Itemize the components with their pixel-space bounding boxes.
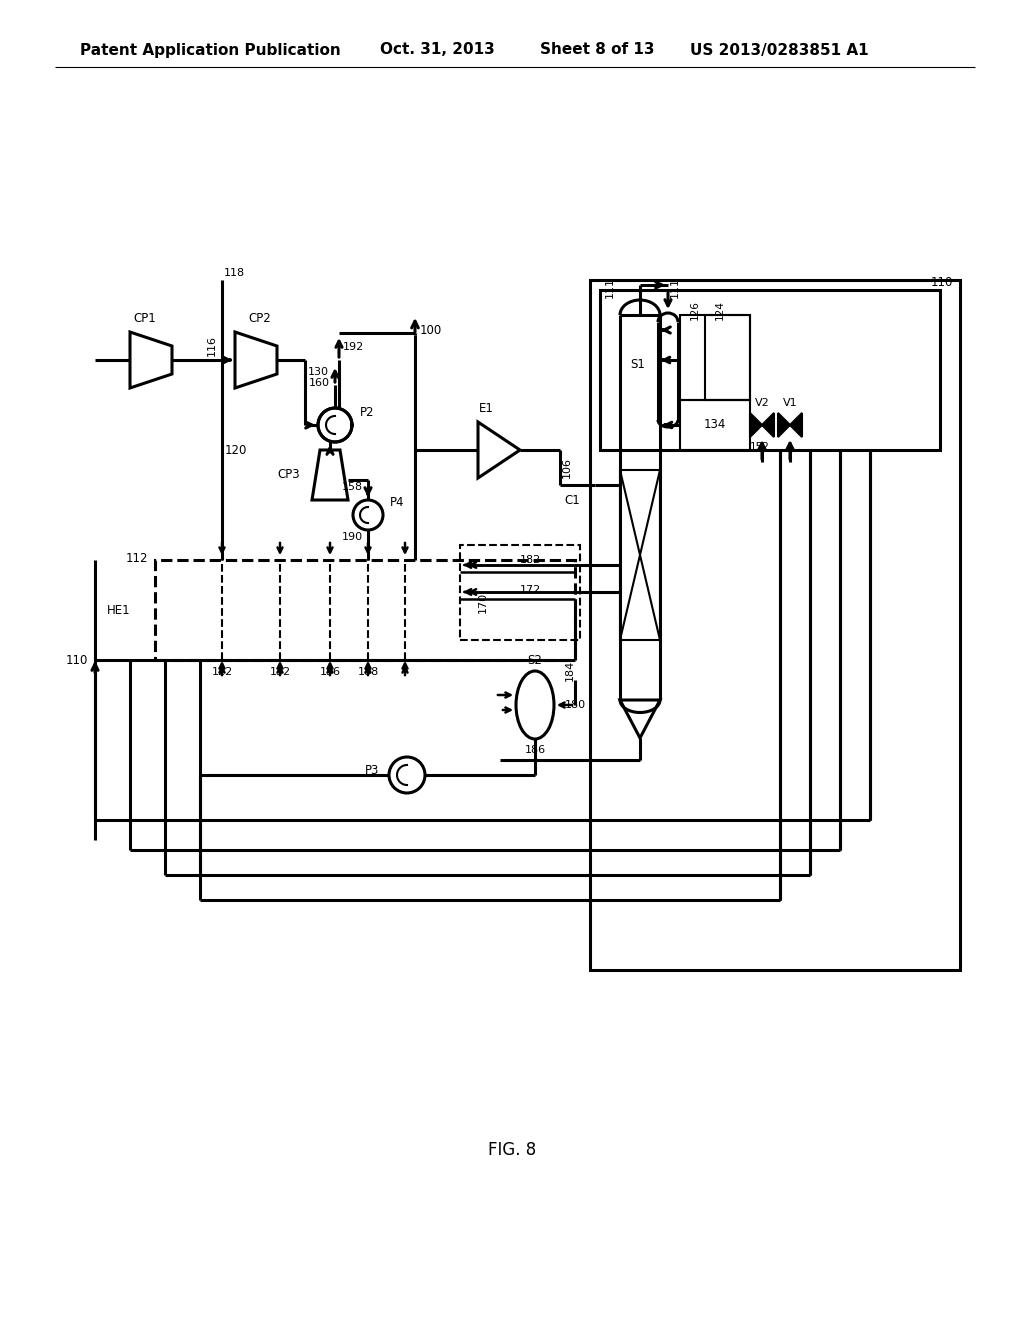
Text: 118: 118 bbox=[224, 268, 245, 279]
Text: 186: 186 bbox=[524, 744, 546, 755]
Text: E1: E1 bbox=[478, 401, 494, 414]
Text: P4: P4 bbox=[390, 496, 404, 510]
Text: 156: 156 bbox=[319, 667, 341, 677]
Text: 184: 184 bbox=[565, 660, 575, 681]
Text: 190: 190 bbox=[342, 532, 362, 543]
Text: S1: S1 bbox=[630, 359, 645, 371]
Bar bbox=[705, 315, 750, 400]
Text: HE1: HE1 bbox=[106, 603, 130, 616]
Text: 170: 170 bbox=[478, 591, 488, 612]
Text: 100: 100 bbox=[420, 323, 442, 337]
Text: CP1: CP1 bbox=[133, 312, 157, 325]
Text: 160: 160 bbox=[309, 378, 330, 388]
Text: V1: V1 bbox=[782, 399, 798, 408]
Text: 172: 172 bbox=[520, 585, 542, 595]
Text: 188: 188 bbox=[357, 667, 379, 677]
Text: V2: V2 bbox=[755, 399, 769, 408]
Text: 111: 111 bbox=[605, 277, 615, 298]
Bar bbox=[590, 280, 961, 970]
Bar bbox=[155, 560, 575, 660]
Bar bbox=[680, 400, 750, 450]
Polygon shape bbox=[778, 413, 790, 437]
Text: C1: C1 bbox=[564, 494, 580, 507]
Text: 116: 116 bbox=[207, 334, 217, 355]
Text: 120: 120 bbox=[225, 444, 248, 457]
Text: 182: 182 bbox=[520, 554, 542, 565]
Text: 132: 132 bbox=[269, 667, 291, 677]
Text: 111: 111 bbox=[670, 277, 680, 298]
Bar bbox=[680, 315, 750, 400]
Polygon shape bbox=[790, 413, 802, 437]
Text: S2: S2 bbox=[527, 653, 543, 667]
Text: 152: 152 bbox=[750, 442, 770, 451]
Text: 158: 158 bbox=[342, 482, 362, 492]
Bar bbox=[620, 470, 660, 640]
Text: P3: P3 bbox=[365, 764, 379, 777]
Text: 126: 126 bbox=[690, 300, 700, 319]
Bar bbox=[600, 290, 940, 450]
Text: 110: 110 bbox=[931, 276, 953, 289]
Text: 130: 130 bbox=[308, 367, 329, 378]
Text: 112: 112 bbox=[126, 552, 148, 565]
Text: Oct. 31, 2013: Oct. 31, 2013 bbox=[380, 42, 495, 58]
Text: FIG. 8: FIG. 8 bbox=[487, 1140, 537, 1159]
Polygon shape bbox=[750, 413, 762, 437]
Text: US 2013/0283851 A1: US 2013/0283851 A1 bbox=[690, 42, 868, 58]
Text: 110: 110 bbox=[66, 653, 88, 667]
Text: P2: P2 bbox=[360, 407, 375, 420]
Text: Sheet 8 of 13: Sheet 8 of 13 bbox=[540, 42, 654, 58]
Text: 106: 106 bbox=[562, 458, 572, 479]
Text: 180: 180 bbox=[565, 700, 586, 710]
Text: 124: 124 bbox=[715, 300, 725, 319]
Text: CP3: CP3 bbox=[278, 469, 300, 482]
Text: Patent Application Publication: Patent Application Publication bbox=[80, 42, 341, 58]
Polygon shape bbox=[762, 413, 774, 437]
Text: 122: 122 bbox=[211, 667, 232, 677]
Text: CP2: CP2 bbox=[249, 312, 271, 325]
Text: 192: 192 bbox=[343, 342, 365, 352]
Text: 134: 134 bbox=[703, 418, 726, 432]
Bar bbox=[460, 545, 580, 640]
